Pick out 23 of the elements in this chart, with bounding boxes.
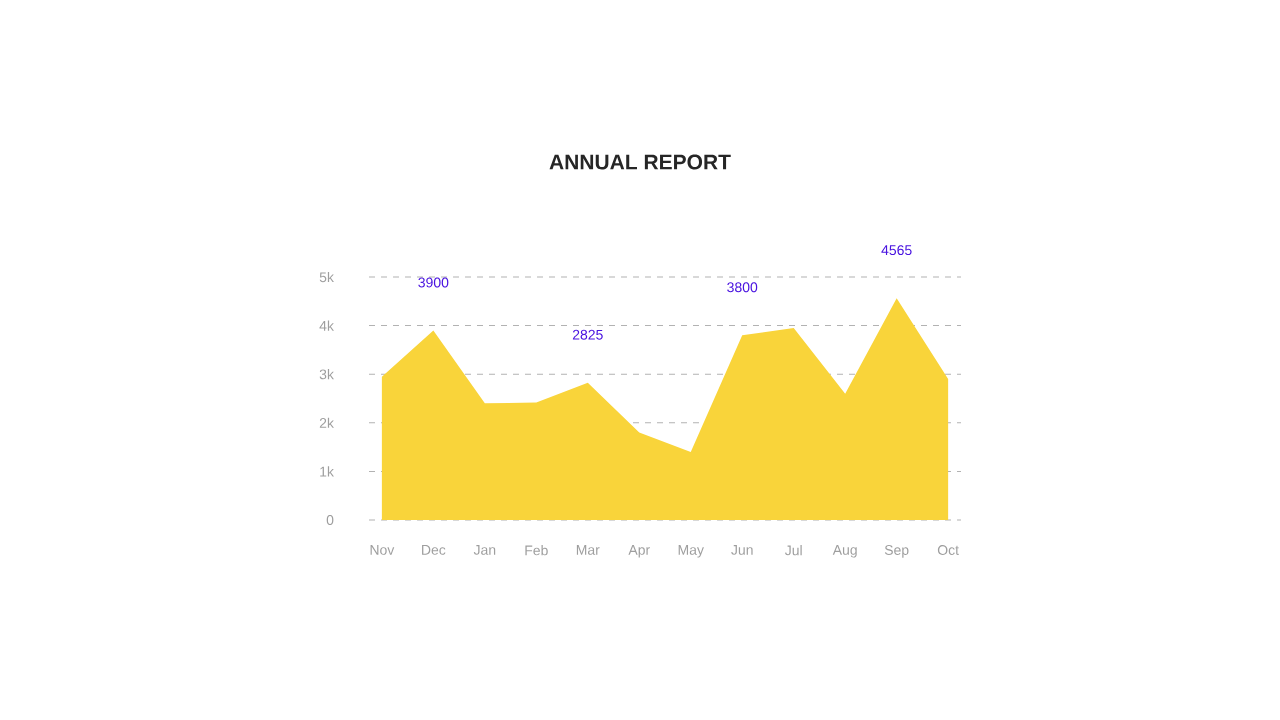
x-tick-label: Mar [576, 545, 600, 555]
y-tick-label: 2k [319, 417, 334, 428]
chart-title: ANNUAL REPORT [549, 154, 731, 170]
data-label: 3900 [418, 277, 449, 288]
y-tick-label: 5k [319, 271, 334, 283]
x-tick-label: Jan [473, 545, 496, 555]
y-tick-label: 4k [319, 320, 334, 331]
x-tick-label: Aug [832, 545, 857, 558]
x-tick-label: May [678, 545, 704, 558]
y-tick-label: 3k [319, 369, 334, 380]
y-tick-label: 0 [326, 515, 334, 525]
x-tick-label: Oct [937, 545, 959, 555]
x-tick-label: Apr [628, 545, 650, 558]
data-label: 3800 [727, 282, 758, 293]
data-label: 4565 [881, 245, 912, 256]
x-tick-label: Jul [784, 545, 802, 556]
x-tick-label: Jun [731, 545, 753, 555]
y-tick-label: 1k [320, 466, 334, 477]
x-tick-label: Feb [525, 545, 548, 556]
x-tick-label: Sep [884, 545, 909, 558]
x-tick-label: Dec [422, 545, 446, 555]
x-tick-label: Nov [370, 545, 395, 555]
data-label: 2825 [572, 329, 603, 340]
